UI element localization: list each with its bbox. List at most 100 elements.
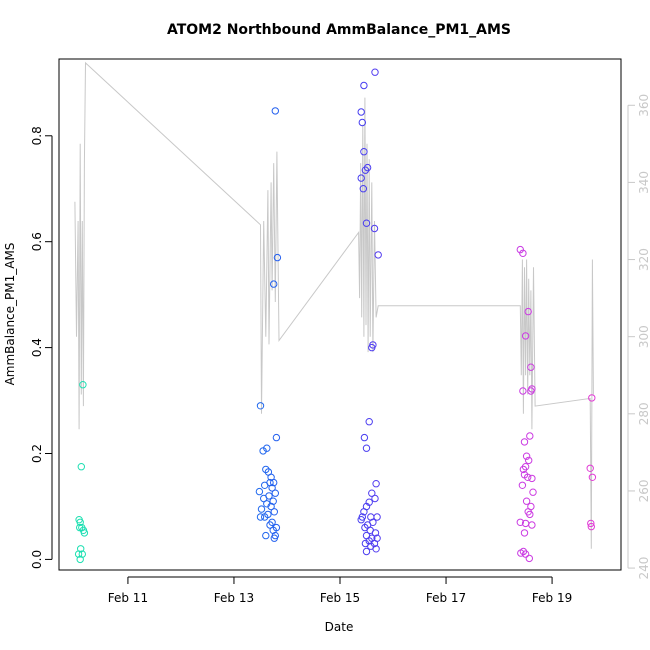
- data-point: [519, 387, 527, 395]
- data-point: [362, 547, 371, 556]
- data-point: [365, 418, 373, 426]
- x-axis-label: Date: [325, 620, 354, 634]
- y-tick-label: 0.0: [30, 550, 44, 569]
- x-axis: Feb 11 Feb 13 Feb 15 Feb 17 Feb 19: [108, 576, 572, 605]
- data-point: [360, 81, 368, 90]
- data-point: [524, 473, 532, 481]
- data-point: [587, 519, 595, 528]
- data-point: [260, 494, 268, 503]
- y-axis-label: AmmBalance_PM1_AMS: [3, 243, 17, 386]
- data-point: [527, 363, 535, 371]
- data-point: [516, 518, 524, 526]
- data-point: [361, 166, 370, 174]
- data-point: [527, 387, 535, 395]
- y-tick-label: 0.2: [30, 444, 44, 463]
- plot-frame: [58, 58, 622, 571]
- x-tick-label: Feb 17: [426, 591, 466, 605]
- data-point: [526, 510, 534, 519]
- data-point: [271, 489, 279, 497]
- data-point: [270, 478, 278, 487]
- data-point: [270, 508, 278, 516]
- data-point: [526, 432, 534, 440]
- data-point: [360, 508, 368, 516]
- secondary-y-axis: 240 260 280 300 320 340 360: [627, 94, 650, 580]
- data-point: [519, 249, 527, 258]
- data-point: [522, 452, 531, 460]
- data-point: [273, 253, 282, 262]
- x-tick-label: Feb 13: [214, 591, 254, 605]
- data-point: [256, 513, 265, 521]
- y-tick-label: 0.4: [30, 338, 44, 357]
- x-tick-label: Feb 15: [320, 591, 360, 605]
- data-point: [529, 488, 537, 496]
- data-point: [371, 68, 379, 76]
- data-point: [360, 433, 369, 442]
- y-axis: 0.0 0.2 0.4 0.6 0.8: [30, 126, 53, 569]
- data-point: [588, 473, 597, 481]
- y2-tick-label: 340: [637, 171, 650, 194]
- data-point: [76, 555, 84, 564]
- data-point: [362, 219, 371, 227]
- data-point: [257, 505, 266, 513]
- data-point: [261, 513, 269, 521]
- data-point: [370, 224, 379, 233]
- data-point: [259, 447, 267, 455]
- data-point: [268, 484, 276, 492]
- data-point: [519, 465, 528, 474]
- y2-tick-label: 280: [637, 402, 650, 425]
- data-point: [371, 494, 379, 503]
- data-point: [360, 148, 368, 156]
- x-tick-label: Feb 11: [108, 591, 148, 605]
- data-point: [587, 522, 595, 531]
- data-point: [262, 531, 270, 540]
- data-point: [267, 502, 275, 511]
- data-point: [368, 489, 376, 497]
- data-point: [516, 245, 524, 254]
- data-point: [77, 463, 86, 471]
- data-point: [261, 481, 269, 489]
- data-point: [362, 444, 371, 452]
- data-point: [358, 118, 366, 127]
- data-point: [80, 529, 89, 537]
- data-point: [357, 516, 365, 524]
- data-point: [357, 108, 365, 116]
- data-point: [368, 343, 376, 352]
- y2-tick-label: 360: [637, 94, 650, 117]
- data-point: [359, 185, 367, 193]
- chart-title: ATOM2 Northbound AmmBalance_PM1_AMS: [167, 22, 511, 38]
- data-point: [371, 529, 380, 537]
- data-point: [373, 513, 381, 521]
- data-point: [521, 332, 530, 340]
- y2-tick-label: 320: [637, 248, 650, 271]
- data-point: [520, 529, 529, 537]
- x-tick-label: Feb 19: [532, 591, 572, 605]
- data-point: [374, 251, 382, 259]
- data-point: [79, 381, 87, 389]
- data-point: [357, 174, 365, 182]
- data-point: [270, 534, 278, 542]
- data-point: [520, 438, 529, 446]
- data-point: [525, 554, 533, 563]
- y2-tick-label: 300: [637, 325, 650, 348]
- data-point: [76, 518, 84, 526]
- data-point: [522, 497, 531, 505]
- series-line: [74, 61, 594, 549]
- y-tick-label: 0.6: [30, 232, 44, 251]
- data-point: [76, 523, 84, 532]
- data-point: [256, 402, 265, 410]
- data-point: [372, 545, 380, 553]
- data-point: [521, 550, 530, 558]
- data-point: [270, 280, 278, 288]
- data-point: [588, 394, 596, 402]
- data-point: [518, 481, 527, 489]
- data-point: [255, 487, 264, 496]
- data-point: [525, 456, 533, 465]
- data-point: [372, 480, 380, 488]
- data-point: [262, 465, 270, 474]
- data-point: [524, 307, 532, 316]
- line-series: [74, 61, 594, 549]
- data-point: [74, 550, 83, 558]
- y2-tick-label: 240: [637, 557, 650, 580]
- y-tick-label: 0.8: [30, 126, 44, 145]
